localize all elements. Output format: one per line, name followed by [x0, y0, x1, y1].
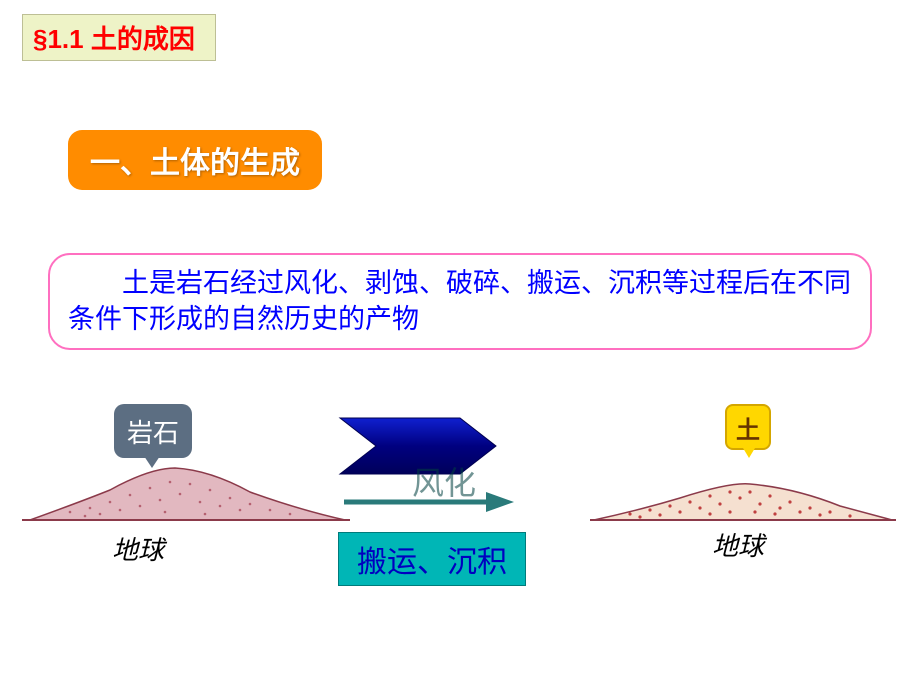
rock-hill-shape — [30, 468, 345, 520]
rock-label-bubble: 岩石 — [114, 404, 192, 458]
section-title-text: §1.1 土的成因 — [33, 24, 195, 54]
line-arrow-head — [486, 492, 514, 512]
section-title-box: §1.1 土的成因 — [22, 14, 216, 61]
earth-label-right: 地球 — [712, 526, 764, 563]
weathering-text: 风化 — [412, 458, 476, 504]
transport-box: 搬运、沉积 — [338, 532, 526, 586]
diagram-region: 岩石 地球 风化 搬运、沉积 — [0, 380, 920, 630]
transport-text: 搬运、沉积 — [357, 546, 507, 579]
soil-label-text: 土 — [736, 410, 760, 445]
soil-label-bubble: 土 — [725, 404, 771, 450]
rock-label-text: 岩石 — [127, 413, 179, 450]
description-text: 土是岩石经过风化、剥蚀、破碎、搬运、沉积等过程后在不同条件下形成的自然历史的产物 — [68, 268, 851, 334]
subtitle-box: 一、土体的生成 — [68, 130, 322, 190]
soil-hill-shape — [594, 484, 892, 520]
earth-label-left: 地球 — [112, 530, 164, 567]
subtitle-text: 一、土体的生成 — [90, 147, 300, 180]
description-box: 土是岩石经过风化、剥蚀、破碎、搬运、沉积等过程后在不同条件下形成的自然历史的产物 — [48, 253, 872, 350]
